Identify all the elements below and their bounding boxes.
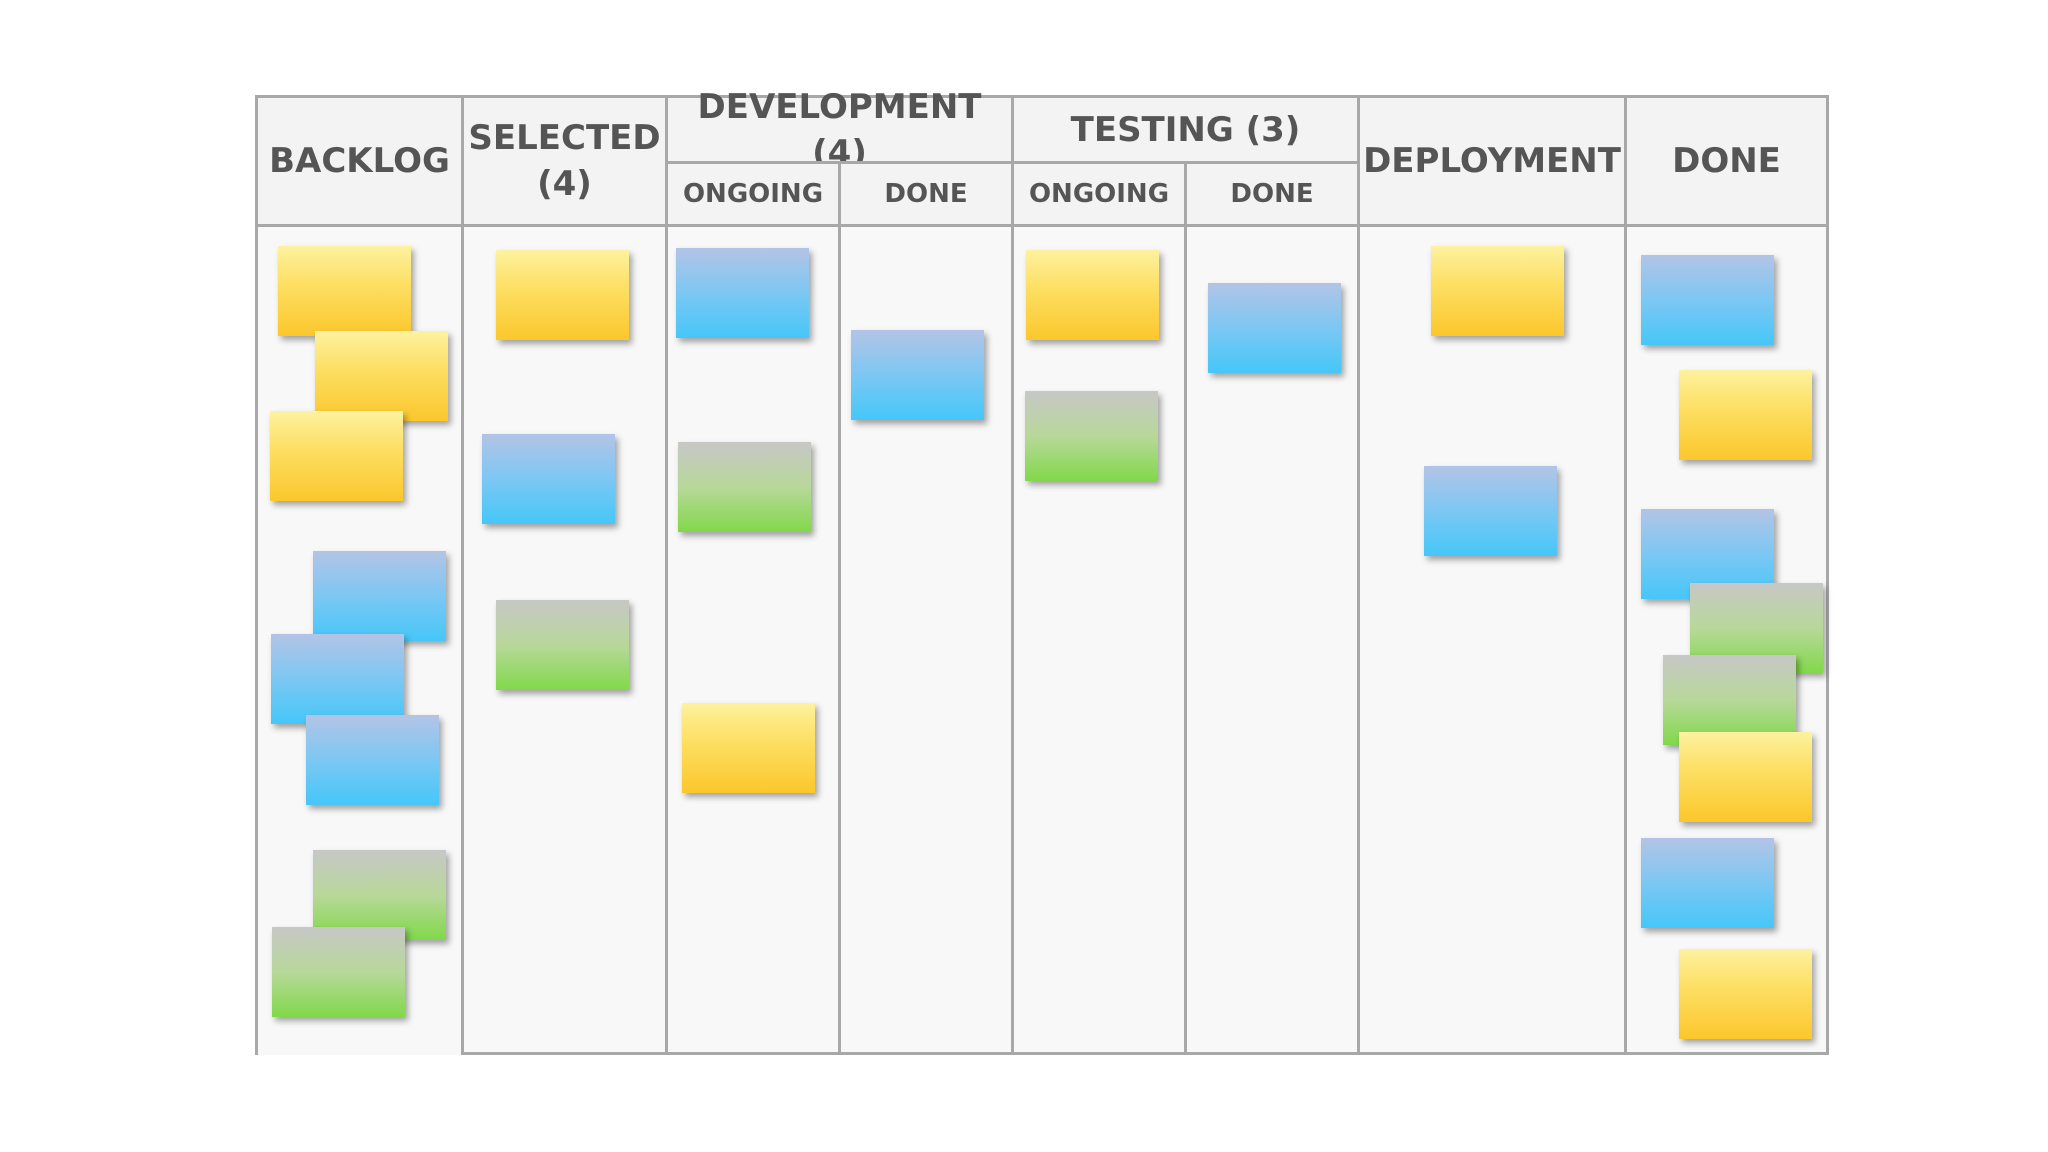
- header-divider: [258, 224, 1826, 227]
- sticky-note[interactable]: [1679, 949, 1812, 1039]
- sticky-note[interactable]: [270, 411, 403, 501]
- sticky-note[interactable]: [1431, 246, 1564, 336]
- subcolumn-divider: [838, 161, 841, 1052]
- subcolumn-header-test-done: DONE: [1187, 164, 1357, 224]
- subcolumn-header-dev-done: DONE: [841, 164, 1011, 224]
- column-divider: [1624, 98, 1627, 1052]
- sticky-note[interactable]: [313, 850, 446, 940]
- sticky-note[interactable]: [496, 600, 629, 690]
- sticky-note[interactable]: [676, 248, 809, 338]
- sticky-note[interactable]: [1663, 655, 1796, 745]
- sticky-note[interactable]: [315, 331, 448, 421]
- sticky-note[interactable]: [1679, 732, 1812, 822]
- column-header-testing: TESTING (3): [1014, 98, 1357, 161]
- sticky-note[interactable]: [1424, 466, 1557, 556]
- sticky-note[interactable]: [496, 250, 629, 340]
- kanban-board: BACKLOG SELECTED (4) DEVELOPMENT (4) ONG…: [255, 87, 1829, 1055]
- sticky-note[interactable]: [278, 246, 411, 336]
- subcolumn-divider: [1184, 161, 1187, 1052]
- sticky-note[interactable]: [1025, 391, 1158, 481]
- column-header-done: DONE: [1627, 98, 1826, 224]
- column-header-deployment: DEPLOYMENT: [1360, 98, 1624, 224]
- column-header-selected: SELECTED (4): [464, 98, 665, 224]
- sticky-note[interactable]: [1679, 370, 1812, 460]
- column-divider: [665, 98, 668, 1052]
- column-header-backlog: BACKLOG: [258, 98, 461, 224]
- subcolumn-header-dev-ongoing: ONGOING: [668, 164, 838, 224]
- subcolumn-header-test-ongoing: ONGOING: [1014, 164, 1184, 224]
- sticky-note[interactable]: [678, 442, 811, 532]
- sticky-note[interactable]: [682, 703, 815, 793]
- sticky-note[interactable]: [1208, 283, 1341, 373]
- sticky-note[interactable]: [306, 715, 439, 805]
- sticky-note[interactable]: [271, 634, 404, 724]
- sticky-note[interactable]: [1641, 838, 1774, 928]
- sticky-note[interactable]: [851, 330, 984, 420]
- sticky-note[interactable]: [313, 551, 446, 641]
- sticky-note[interactable]: [482, 434, 615, 524]
- sticky-note[interactable]: [1026, 250, 1159, 340]
- sticky-note[interactable]: [272, 927, 405, 1017]
- sticky-note[interactable]: [1641, 255, 1774, 345]
- column-header-development: DEVELOPMENT (4): [668, 87, 1011, 173]
- column-divider: [1357, 98, 1360, 1052]
- column-divider: [1011, 98, 1014, 1052]
- column-divider: [461, 98, 464, 1052]
